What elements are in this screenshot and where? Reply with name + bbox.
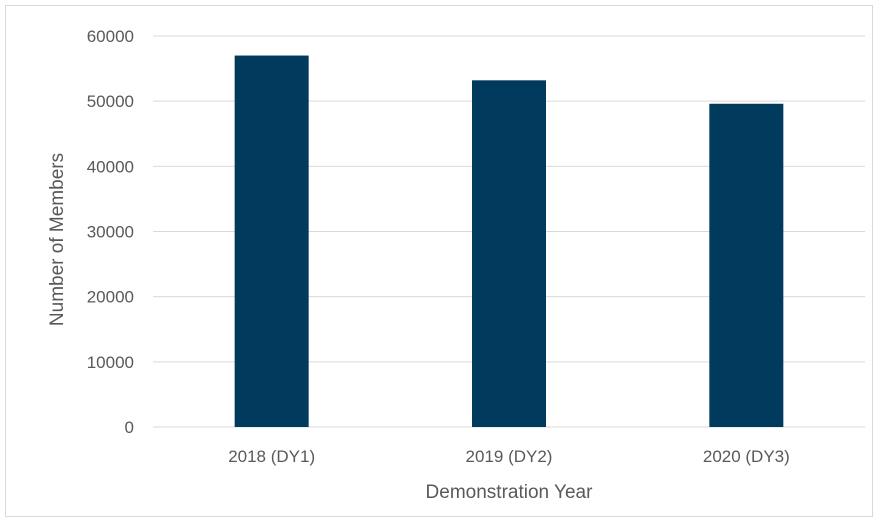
- y-tick-label: 60000: [87, 27, 134, 46]
- y-tick-label: 40000: [87, 157, 134, 176]
- bar: [234, 55, 309, 428]
- y-tick-label: 30000: [87, 223, 134, 242]
- y-axis-title: Number of Members: [47, 153, 68, 326]
- x-tick-label: 2019 (DY2): [466, 447, 553, 466]
- y-axis-ticks: 0 10000 20000 30000 40000 50000 60000: [87, 27, 134, 437]
- x-axis-ticks: 2018 (DY1) 2019 (DY2) 2020 (DY3): [228, 447, 790, 466]
- y-tick-label: 0: [125, 418, 134, 437]
- y-tick-label: 50000: [87, 92, 134, 111]
- x-tick-label: 2020 (DY3): [703, 447, 790, 466]
- y-tick-label: 10000: [87, 353, 134, 372]
- x-tick-label: 2018 (DY1): [228, 447, 315, 466]
- y-tick-label: 20000: [87, 288, 134, 307]
- bar: [472, 80, 546, 428]
- bar: [709, 103, 784, 428]
- x-axis-title: Demonstration Year: [426, 482, 594, 503]
- bars: [234, 55, 784, 428]
